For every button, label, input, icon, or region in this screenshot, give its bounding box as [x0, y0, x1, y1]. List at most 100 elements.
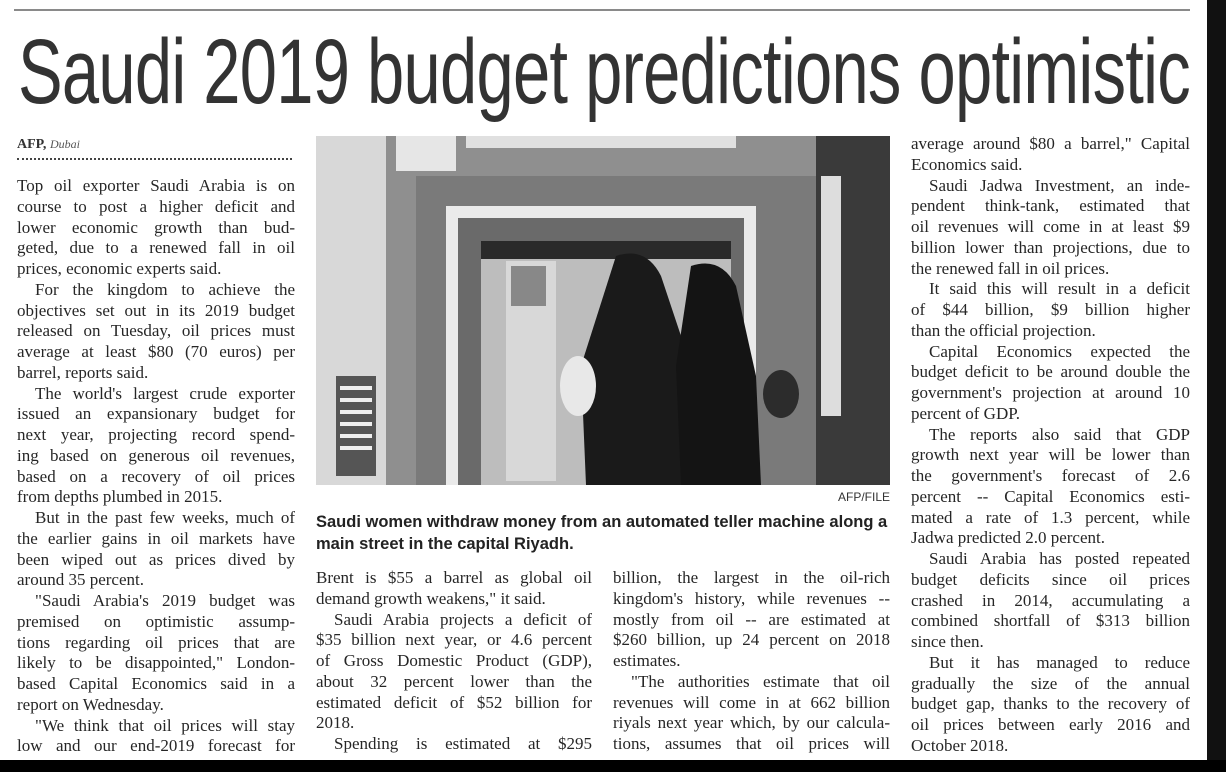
paragraph: Saudi Arabia has posted repeated budget d…	[911, 549, 1190, 653]
text-line: tions, assumes that oil prices will	[613, 734, 890, 753]
paragraph: Top oil exporter Saudi Arabia is on cours…	[17, 176, 295, 280]
paragraph: Capital Economics expected the budget def…	[911, 342, 1190, 425]
text-line: combined shortfall of $313 billion	[911, 611, 1190, 631]
text-line: average at least $80 (70 euros) per	[17, 342, 295, 361]
text-line: based on a recovery of oil prices	[17, 466, 295, 486]
paragraph: "Saudi Arabia's 2019 budget was premised …	[17, 591, 295, 716]
text-line: since then.	[911, 632, 984, 651]
text-line: than the official projection.	[911, 320, 1096, 340]
text-line: Spending is estimated at $295	[334, 734, 592, 753]
text-line: estimated deficit of $52 billion for	[316, 692, 592, 712]
text-line: mostly from oil -- are estimated at	[613, 609, 890, 629]
text-line: "The authorities estimate that oil	[631, 671, 890, 691]
text-line: growth next year will be lower than	[911, 445, 1190, 465]
text-line: budget gap, thanks to the recovery of	[911, 694, 1190, 714]
text-line: government's projection at around 10	[911, 383, 1190, 402]
text-line: objectives set out in its 2019 budget	[17, 300, 295, 320]
text-line: mated a rate of 1.3 percent, while	[911, 507, 1190, 527]
text-line: report on Wednesday.	[17, 694, 164, 714]
atm-photo	[316, 136, 890, 485]
text-line: kingdom's history, while revenues --	[613, 588, 890, 608]
text-line: revenues will come in at 662 billion	[613, 692, 890, 712]
text-line: budget deficits since oil prices	[911, 569, 1190, 589]
text-line: estimates.	[613, 651, 681, 670]
paragraph: The world's largest crude exporter issued…	[17, 384, 295, 509]
text-line: geted, due to a renewed fall in oil	[17, 238, 295, 258]
text-line: the renewed fall in oil prices.	[911, 258, 1110, 278]
text-line: $260 billion, up 24 percent on 2018	[613, 630, 890, 650]
photo-credit: AFP/FILE	[837, 490, 890, 504]
headline: Saudi 2019 budget predictions optimistic	[18, 21, 1191, 123]
byline: AFP, Dubai	[17, 137, 80, 153]
text-line: of $44 billion, $9 billion higher	[911, 300, 1190, 319]
text-line: It said this will result in a deficit	[929, 279, 1190, 299]
text-line: the government's forecast of 2.6	[911, 466, 1190, 485]
text-line: the earlier gains in oil markets have	[17, 528, 295, 548]
top-rule	[14, 9, 1190, 11]
paragraph: The reports also said that GDP growth nex…	[911, 425, 1190, 550]
text-line: The reports also said that GDP	[929, 424, 1190, 444]
text-line: 2018.	[316, 713, 355, 733]
text-line: low and our end-2019 forecast for	[17, 736, 295, 756]
text-line: Brent is $55 a barrel as global oil	[316, 568, 592, 587]
text-line: Saudi Jadwa Investment, an inde-	[929, 175, 1190, 195]
text-line: Top oil exporter Saudi Arabia is on	[17, 176, 295, 195]
text-line: October 2018.	[911, 735, 1009, 755]
byline-place: Dubai	[49, 137, 80, 151]
text-line: Capital Economics expected the	[929, 341, 1190, 361]
text-line: barrel, reports said.	[17, 362, 149, 382]
paragraph: billion, the largest in the oil-rich king…	[613, 568, 890, 672]
text-line: The world's largest crude exporter	[35, 383, 295, 403]
photo-caption: Saudi women withdraw money from an autom…	[316, 513, 888, 553]
text-line: about 32 percent lower than the	[316, 671, 592, 691]
paragraph: But in the past few weeks, much of the ea…	[17, 508, 295, 591]
text-line: percent of GDP.	[911, 403, 1021, 423]
text-line: oil revenues will come in at least $9	[911, 217, 1190, 236]
text-line: from depths plumbed in 2015.	[17, 487, 223, 507]
page-edge	[1207, 0, 1226, 772]
paragraph: It said this will result in a deficit of …	[911, 279, 1190, 341]
text-line: of Gross Domestic Product (GDP),	[316, 651, 592, 670]
text-line: Saudi Arabia projects a deficit of	[334, 609, 592, 629]
text-line: lower economic growth than bud-	[17, 217, 295, 237]
text-line: But in the past few weeks, much of	[35, 508, 295, 527]
text-line: billion lower than projections, due to	[911, 237, 1190, 257]
page-edge-bottom	[0, 760, 1226, 772]
text-line: percent -- Capital Economics esti-	[911, 486, 1190, 506]
text-line: likely to be disappointed," London-	[17, 653, 295, 673]
atm-photo-image	[316, 136, 890, 485]
paragraph: Saudi Arabia projects a deficit of $35 bi…	[316, 610, 592, 735]
text-line: course to post a higher deficit and	[17, 196, 295, 216]
text-line: "Saudi Arabia's 2019 budget was	[35, 591, 295, 610]
text-line: based Capital Economics said in a	[17, 674, 295, 693]
text-line: riyals next year which, by our calcula-	[613, 713, 890, 733]
article-column-2: Brent is $55 a barrel as global oil deman…	[316, 568, 592, 755]
article-column-3: billion, the largest in the oil-rich king…	[613, 568, 890, 755]
text-line: released on Tuesday, oil prices must	[17, 321, 295, 341]
text-line: pendent think-tank, estimated that	[911, 196, 1190, 216]
paragraph: But it has managed to reduce gradually th…	[911, 653, 1190, 757]
text-line: gradually the size of the annual	[911, 673, 1190, 693]
text-line: Economics said.	[911, 154, 1023, 174]
paragraph: For the kingdom to achieve the objectives…	[17, 280, 295, 384]
paragraph: Spending is estimated at $295	[316, 734, 592, 755]
paragraph: average around $80 a barrel," Capital Eco…	[911, 134, 1190, 176]
paragraph: Brent is $55 a barrel as global oil deman…	[316, 568, 592, 610]
text-line: billion, the largest in the oil-rich	[613, 568, 890, 587]
text-line: demand growth weakens," it said.	[316, 588, 546, 608]
text-line: budget deficit to be around double the	[911, 362, 1190, 382]
text-line: But it has managed to reduce	[929, 652, 1190, 672]
paragraph: "The authorities estimate that oil revenu…	[613, 672, 890, 755]
text-line: next year, projecting record spend-	[17, 425, 295, 444]
text-line: For the kingdom to achieve the	[35, 279, 295, 299]
text-line: around 35 percent.	[17, 570, 144, 590]
dotted-divider	[17, 158, 292, 160]
article-column-1: Top oil exporter Saudi Arabia is on cours…	[17, 176, 295, 757]
text-line: Jadwa predicted 2.0 percent.	[911, 528, 1105, 548]
text-line: "We think that oil prices will stay	[35, 715, 295, 735]
text-line: prices, economic experts said.	[17, 259, 222, 278]
text-line: average around $80 a barrel," Capital	[911, 134, 1190, 153]
text-line: crashed in 2014, accumulating a	[911, 590, 1190, 610]
paragraph: "We think that oil prices will stay low a…	[17, 716, 295, 758]
text-line: ing based on generous oil revenues,	[17, 445, 295, 465]
